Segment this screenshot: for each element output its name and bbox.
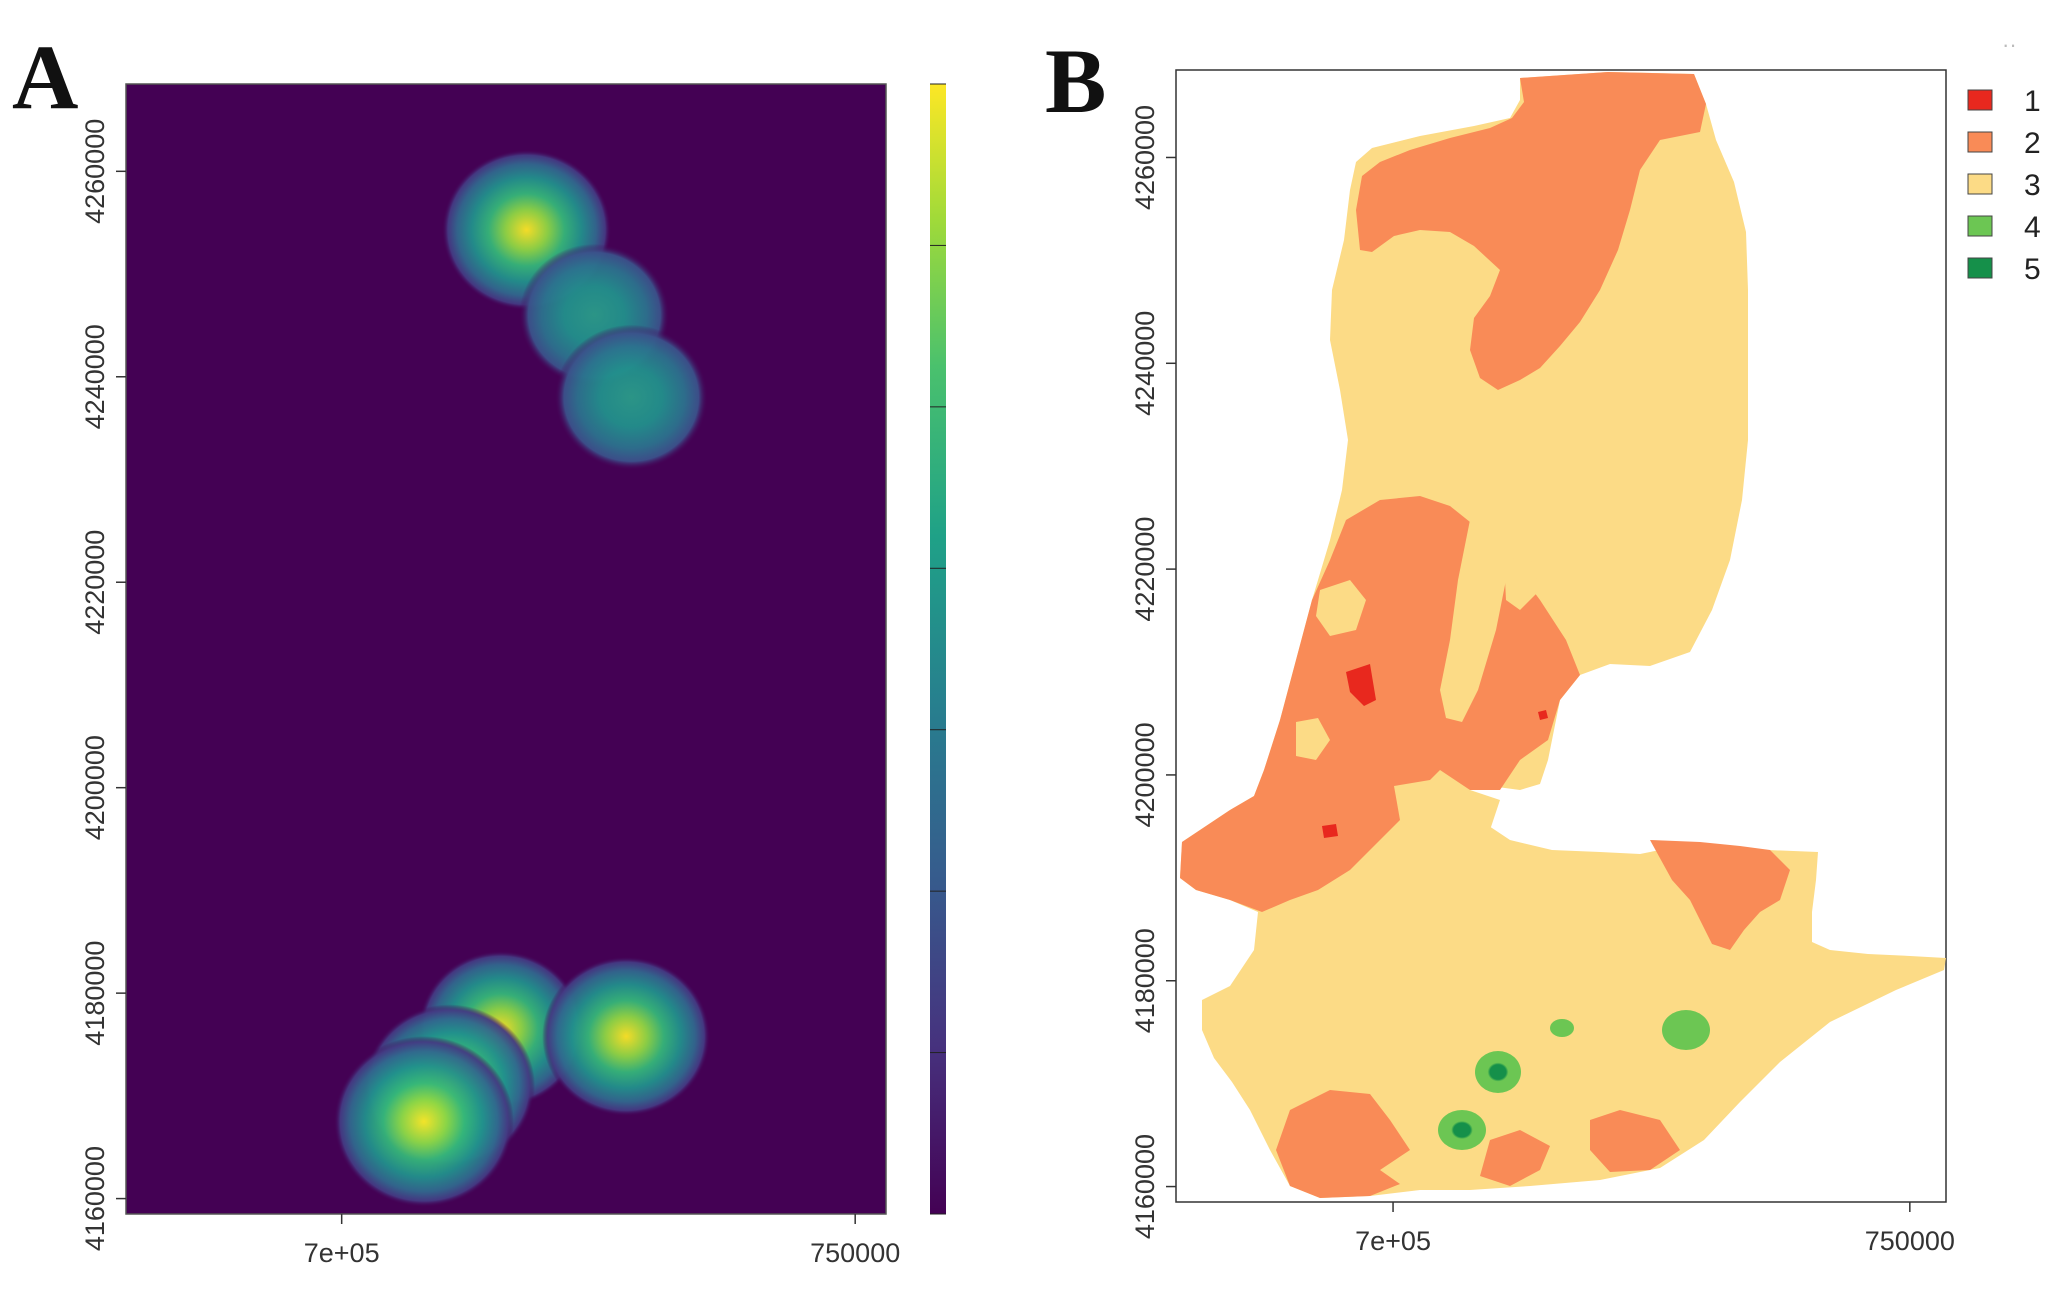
legend-label: 5 [2024, 253, 2041, 286]
heatmap-frame [125, 83, 887, 1215]
legend-item: 1 [1967, 85, 2041, 118]
legend-swatch [1967, 89, 1993, 111]
legend-swatch [1967, 215, 1993, 237]
y-tick-label: 4220000 [80, 530, 110, 635]
class-2-patch-south-2 [1480, 1130, 1550, 1186]
class-3-island-5 [1394, 780, 1500, 840]
class-1-patch-2 [1322, 824, 1338, 838]
class-2-patch-south-3 [1590, 1110, 1680, 1172]
legend-swatch [1967, 131, 1993, 153]
x-tick-label: 7e+05 [1355, 1226, 1431, 1256]
colorbar-gradient [930, 84, 946, 1214]
class-2-patch-south [1276, 1090, 1410, 1198]
class-2-patch-east [1650, 840, 1790, 950]
hotspot-layer [333, 149, 711, 1208]
y-tick-label: 4180000 [80, 941, 110, 1046]
x-tick-label: 7e+05 [304, 1238, 380, 1268]
class-2-region-north [1356, 72, 1706, 390]
y-tick-label: 4200000 [1130, 722, 1160, 827]
class-1-patch-1 [1346, 664, 1376, 706]
y-tick-label: 4240000 [1130, 311, 1160, 416]
y-tick-label: 4160000 [1130, 1134, 1160, 1239]
class-3-island-3 [1316, 580, 1366, 636]
legend-label: 2 [2024, 127, 2041, 160]
y-tick-label: 4160000 [80, 1146, 110, 1251]
class-3-island-4 [1296, 718, 1330, 760]
colorbar-ticks [930, 83, 946, 1215]
legend: ·· 1 2 3 4 5 [1967, 32, 2041, 286]
y-tick-label: 4200000 [80, 735, 110, 840]
y-tick-label: 4180000 [1130, 928, 1160, 1033]
legend-swatch [1967, 257, 1993, 279]
x-tick-label: 750000 [1865, 1226, 1955, 1256]
legend-label: 3 [2024, 169, 2041, 202]
legend-item: 2 [1967, 127, 2041, 160]
legend-label: 1 [2024, 85, 2041, 118]
legend-ellipsis-icon: ·· [2002, 32, 2017, 57]
panel-a-axes: 7e+05 750000 4160000 4180000 4200000 4220000 4… [80, 119, 900, 1268]
hotspot [333, 1036, 514, 1208]
hotspot [554, 324, 708, 470]
legend-swatch [1967, 173, 1993, 195]
x-tick-label: 750000 [810, 1238, 900, 1268]
y-tick-label: 4260000 [1130, 105, 1160, 210]
panel-b-letter: B [1045, 30, 1106, 132]
panel-b-axes: 7e+05 750000 4160000 4180000 4200000 4220000 4… [1130, 105, 1955, 1256]
y-tick-label: 4240000 [80, 324, 110, 429]
class-4-spot-1 [1662, 1010, 1710, 1050]
y-tick-label: 4220000 [1130, 517, 1160, 622]
legend-item: 5 [1967, 253, 2041, 286]
class-4-spot-2 [1550, 1019, 1574, 1037]
legend-item: 3 [1967, 169, 2041, 202]
class-4-5-spot-3 [1475, 1051, 1521, 1093]
panel-a-heatmap: A 7e+05 750000 4160000 4180000 4200000 422000… [12, 26, 946, 1268]
panel-b-categorical-map: B 7e+05 750000 4160000 4180000 4200000 422000… [1045, 30, 2041, 1256]
class-4-5-spot-4 [1438, 1110, 1486, 1150]
class-3-island-1 [1440, 520, 1510, 722]
panel-a-letter: A [12, 26, 78, 128]
y-tick-label: 4260000 [80, 119, 110, 224]
colorbar [930, 83, 946, 1215]
legend-label: 4 [2024, 211, 2041, 244]
legend-item: 4 [1967, 211, 2041, 244]
class-1-patch-3 [1538, 710, 1548, 720]
class-3-island-2 [1504, 556, 1540, 610]
hotspot [542, 956, 711, 1117]
